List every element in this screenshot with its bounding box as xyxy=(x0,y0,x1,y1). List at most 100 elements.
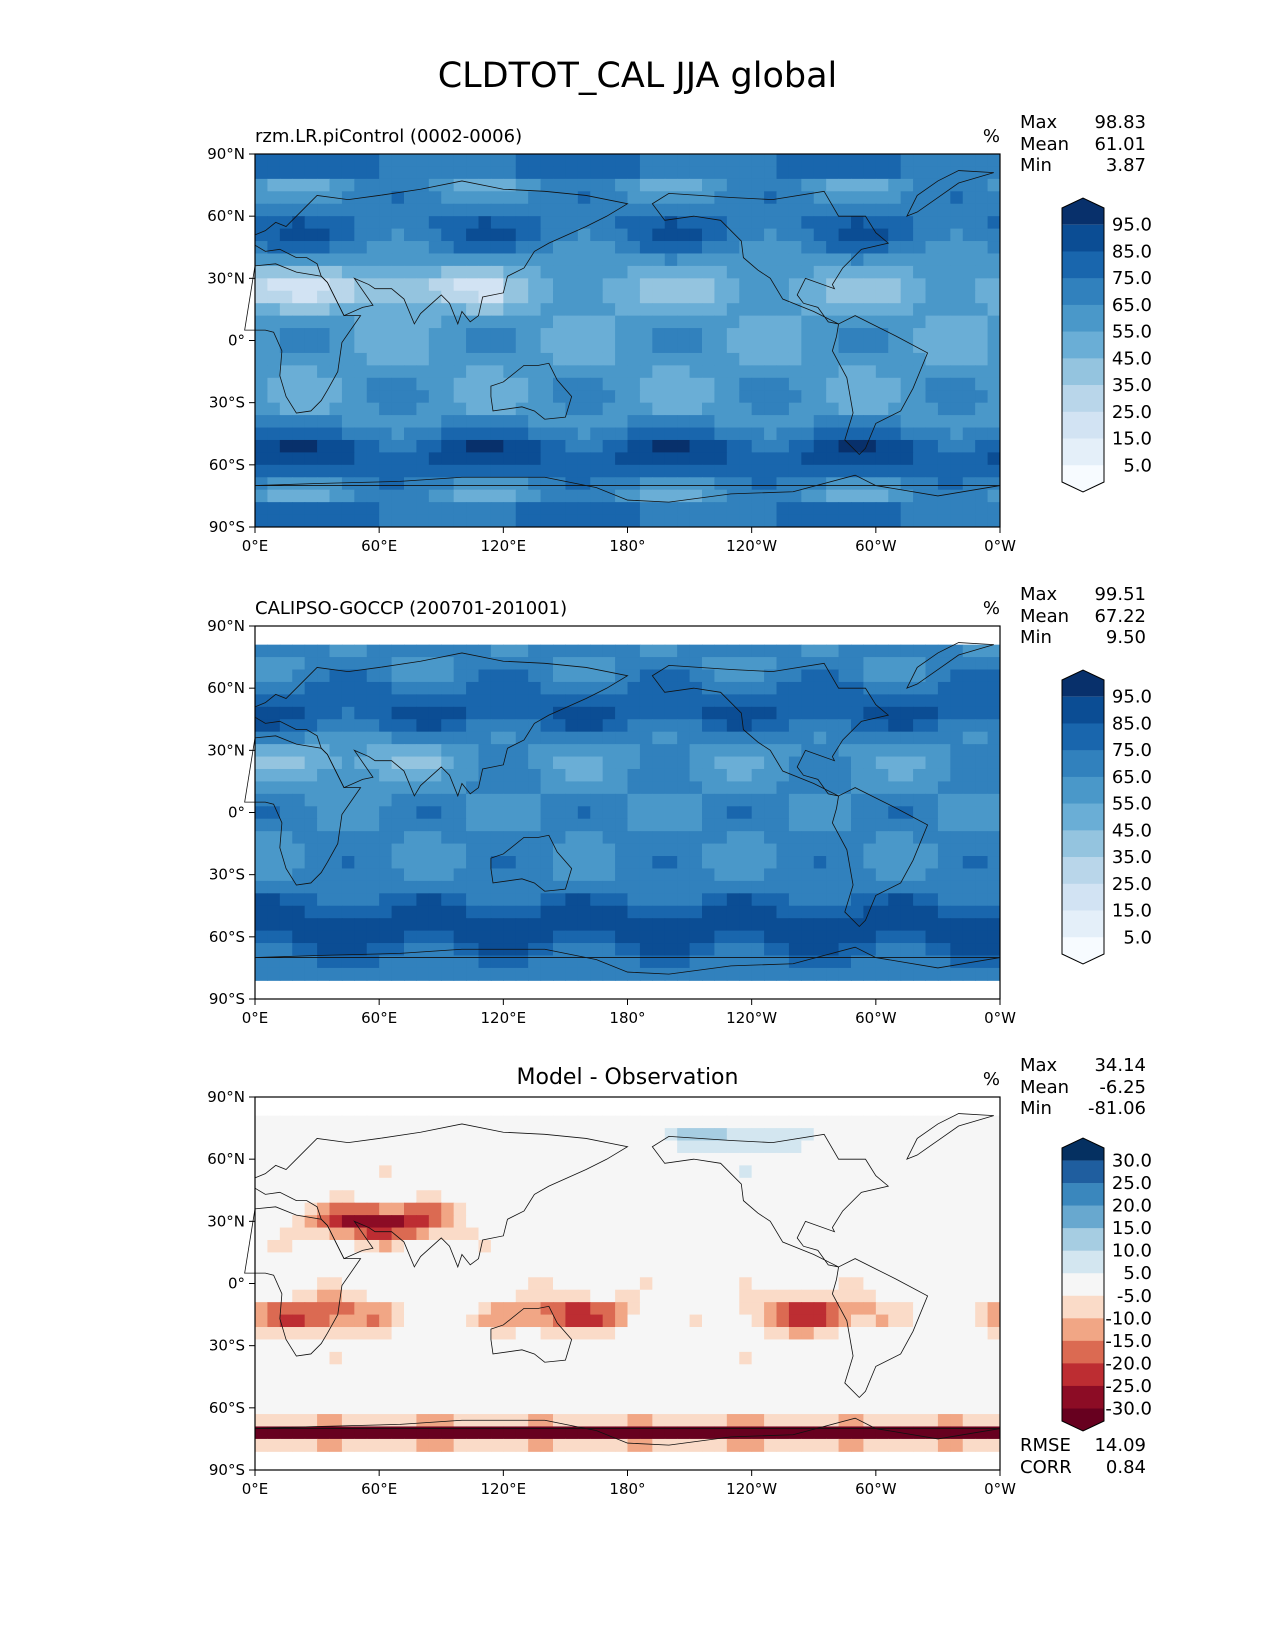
stat-min-value: 3.87 xyxy=(1106,155,1146,177)
y-tick-label: 0° xyxy=(228,1275,245,1293)
stat-corr-label: CORR xyxy=(1020,1457,1072,1479)
y-tick-label: 90°N xyxy=(207,145,245,163)
stat-mean-label: Mean xyxy=(1020,1077,1069,1099)
y-tick-label: 90°N xyxy=(207,617,245,635)
colorbar-segment xyxy=(1062,1251,1104,1274)
colorbar-segment xyxy=(1062,911,1104,938)
colorbar-segment xyxy=(1062,1161,1104,1184)
stat-max-value: 99.51 xyxy=(1094,584,1146,606)
colorbar-label: 15.0 xyxy=(1112,901,1152,922)
stat-max-value: 34.14 xyxy=(1094,1055,1146,1077)
colorbar-label: 10.0 xyxy=(1112,1241,1152,1262)
y-tick-label: 30°N xyxy=(207,1212,245,1230)
stat-mean-label: Mean xyxy=(1020,134,1069,156)
panel-observation: 0°E 60°E 120°E 180° 120°W 60°W 0°W 90°N 60°N 30°N… xyxy=(0,582,1275,1042)
colorbar xyxy=(1062,198,1104,492)
stat-min-value: -81.06 xyxy=(1088,1098,1146,1120)
colorbar-segment xyxy=(1062,723,1104,750)
x-tick-label: 120°E xyxy=(481,1480,527,1498)
colorbar-label: 30.0 xyxy=(1112,1151,1152,1172)
colorbar-segment xyxy=(1062,332,1104,359)
units-label: % xyxy=(983,598,1000,619)
colorbar-segment xyxy=(1062,750,1104,777)
colorbar-segment xyxy=(1062,1138,1104,1161)
x-tick-label: 120°E xyxy=(481,1009,527,1027)
colorbar-segment xyxy=(1062,358,1104,385)
stats-observation: Max 99.51 Mean 67.22 Min 9.50 xyxy=(1020,584,1146,649)
y-tick-label: 30°S xyxy=(209,1337,245,1355)
colorbar-segment xyxy=(1062,777,1104,804)
stat-corr-value: 0.84 xyxy=(1106,1457,1146,1479)
colorbar-segment xyxy=(1062,830,1104,857)
y-tick-label: 30°S xyxy=(209,394,245,412)
panel-difference: 0°E 60°E 120°E 180° 120°W 60°W 0°W 90°N 60°N 30°N… xyxy=(0,1053,1275,1513)
x-tick-label: 0°W xyxy=(984,1009,1016,1027)
x-tick-label: 0°E xyxy=(242,1480,269,1498)
colorbar-segment xyxy=(1062,465,1104,492)
stats-error: RMSE 14.09 CORR 0.84 xyxy=(1020,1435,1146,1478)
stat-mean-label: Mean xyxy=(1020,606,1069,628)
y-tick-label: 60°N xyxy=(207,679,245,697)
colorbar-segment xyxy=(1062,251,1104,278)
x-tick-label: 120°W xyxy=(726,1480,777,1498)
panel-title: CALIPSO-GOCCP (200701-201001) xyxy=(255,598,567,619)
y-tick-label: 90°N xyxy=(207,1088,245,1106)
colorbar-segment xyxy=(1062,385,1104,412)
y-tick-label: 30°N xyxy=(207,269,245,287)
colorbar-segment xyxy=(1062,884,1104,911)
stat-mean-value: 67.22 xyxy=(1094,606,1146,628)
stat-min-value: 9.50 xyxy=(1106,627,1146,649)
colorbar-label: -15.0 xyxy=(1105,1331,1152,1352)
map-field xyxy=(255,645,1001,981)
colorbar-label: 25.0 xyxy=(1112,1173,1152,1194)
colorbar-segment xyxy=(1062,225,1104,252)
x-tick-label: 60°E xyxy=(361,537,397,555)
colorbar-label: 15.0 xyxy=(1112,429,1152,450)
colorbar-label: -5.0 xyxy=(1117,1286,1152,1307)
x-tick-label: 180° xyxy=(609,1009,645,1027)
x-tick-label: 0°E xyxy=(242,537,269,555)
colorbar-segment xyxy=(1062,305,1104,332)
colorbar-segment xyxy=(1062,198,1104,225)
colorbar-segment xyxy=(1062,804,1104,831)
colorbar-label: -30.0 xyxy=(1105,1398,1152,1419)
stat-rmse-label: RMSE xyxy=(1020,1435,1071,1457)
colorbar-label: 5.0 xyxy=(1123,927,1152,948)
x-tick-label: 120°E xyxy=(481,537,527,555)
colorbar-label: 20.0 xyxy=(1112,1196,1152,1217)
y-tick-label: 30°N xyxy=(207,741,245,759)
colorbar-label: 15.0 xyxy=(1112,1218,1152,1239)
panel-title: Model - Observation xyxy=(517,1065,739,1090)
colorbar-segment xyxy=(1062,1318,1104,1341)
stats-difference: Max 34.14 Mean -6.25 Min -81.06 xyxy=(1020,1055,1146,1120)
colorbar-segment xyxy=(1062,857,1104,884)
x-tick-label: 120°W xyxy=(726,537,777,555)
colorbar-segment xyxy=(1062,697,1104,724)
colorbar-segment xyxy=(1062,1341,1104,1364)
stat-mean-value: 61.01 xyxy=(1094,134,1146,156)
colorbar-segment xyxy=(1062,1363,1104,1386)
colorbar-segment xyxy=(1062,1273,1104,1296)
colorbar-label: 55.0 xyxy=(1112,794,1152,815)
colorbar-label: 5.0 xyxy=(1123,455,1152,476)
stats-model: Max 98.83 Mean 61.01 Min 3.87 xyxy=(1020,112,1146,177)
colorbar-label: 25.0 xyxy=(1112,402,1152,423)
colorbar xyxy=(1062,670,1104,964)
stat-max-label: Max xyxy=(1020,112,1057,134)
x-tick-label: 60°E xyxy=(361,1480,397,1498)
stat-max-label: Max xyxy=(1020,1055,1057,1077)
stat-rmse-value: 14.09 xyxy=(1094,1435,1146,1457)
x-tick-label: 180° xyxy=(609,537,645,555)
colorbar-segment xyxy=(1062,439,1104,466)
colorbar-segment xyxy=(1062,1183,1104,1206)
map-chart-model: 0°E 60°E 120°E 180° 120°W 60°W 0°W90°N60°N30°N… xyxy=(0,110,1275,570)
x-tick-label: 120°W xyxy=(726,1009,777,1027)
y-tick-label: 0° xyxy=(228,332,245,350)
colorbar-label: 45.0 xyxy=(1112,348,1152,369)
colorbar-label: 35.0 xyxy=(1112,375,1152,396)
colorbar-segment xyxy=(1062,412,1104,439)
x-tick-label: 180° xyxy=(609,1480,645,1498)
y-tick-label: 60°S xyxy=(209,1399,245,1417)
colorbar-label: 85.0 xyxy=(1112,713,1152,734)
colorbar-label: 95.0 xyxy=(1112,215,1152,236)
